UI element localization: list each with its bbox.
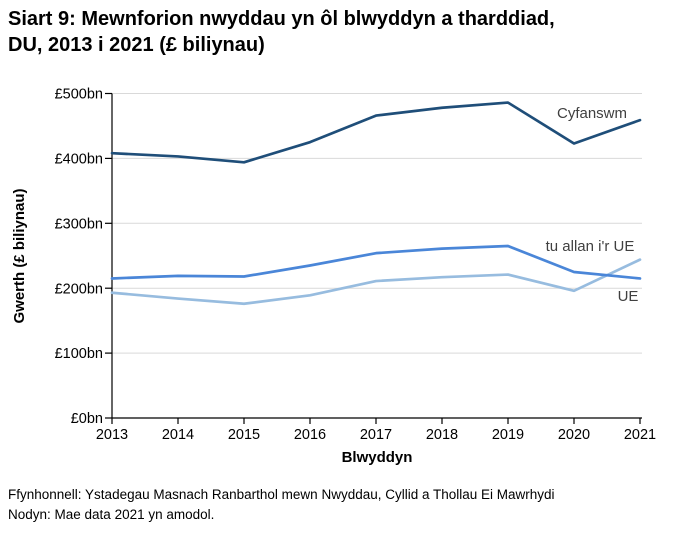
y-tick-label: £100bn [55, 346, 103, 362]
series-label-cyfanswm: Cyfanswm [557, 105, 627, 122]
x-tick-labels: 2013 2014 2015 2016 2017 2018 2019 2020 2021 [96, 427, 656, 443]
x-tick-label: 2013 [96, 427, 128, 443]
x-tick-label: 2020 [558, 427, 590, 443]
y-tick-label: £500bn [55, 87, 103, 103]
series-label-tu-allan-i-r-ue: tu allan i'r UE [546, 238, 635, 255]
x-tick-label: 2017 [360, 427, 392, 443]
source-note: Ffynhonnell: Ystadegau Masnach Ranbartho… [8, 487, 555, 502]
axes-and-ticks [105, 92, 642, 424]
chart-title-line-2: DU, 2013 i 2021 (£ biliynau) [8, 34, 265, 56]
provisional-note: Nodyn: Mae data 2021 yn amodol. [8, 507, 215, 522]
series-line-ue [110, 244, 642, 280]
x-tick-label: 2021 [624, 427, 656, 443]
y-axis-title: Gwerth (£ biliynau) [11, 188, 28, 323]
y-tick-label: £300bn [55, 216, 103, 232]
x-tick-label: 2014 [162, 427, 194, 443]
series-labels: Cyfanswm tu allan i'r UE UE [546, 105, 639, 305]
x-tick-label: 2019 [492, 427, 524, 443]
series-label-ue: UE [618, 288, 639, 305]
y-tick-label: £0bn [71, 411, 103, 427]
gridlines [112, 93, 642, 354]
series-line-tu-allan-i-r-ue [110, 258, 642, 306]
chart-title-line-1: Siart 9: Mewnforion nwyddau yn ôl blwydd… [8, 8, 555, 30]
chart-title: Siart 9: Mewnforion nwyddau yn ôl blwydd… [8, 6, 672, 58]
x-axis-title: Blwyddyn [342, 449, 413, 466]
y-tick-labels: £0bn £100bn £200bn £300bn £400bn £500bn [55, 87, 103, 428]
x-tick-label: 2015 [228, 427, 260, 443]
x-tick-label: 2018 [426, 427, 458, 443]
y-tick-label: £400bn [55, 151, 103, 167]
chart-footer: Ffynhonnell: Ystadegau Masnach Ranbartho… [8, 485, 672, 525]
y-tick-label: £200bn [55, 281, 103, 297]
series-lines [110, 101, 642, 306]
x-tick-label: 2016 [294, 427, 326, 443]
series-line-cyfanswm [110, 101, 642, 164]
